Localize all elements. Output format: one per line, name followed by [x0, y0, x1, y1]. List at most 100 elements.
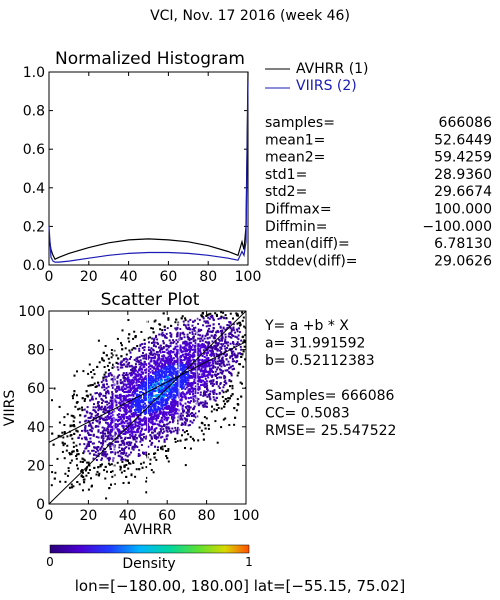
scatter-point — [167, 346, 170, 349]
scatter-point — [171, 421, 174, 424]
scatter-point — [187, 376, 190, 378]
scatter-point — [156, 338, 159, 341]
scatter-point — [167, 318, 170, 321]
scatter-point — [176, 360, 179, 363]
scatter-point — [168, 374, 171, 376]
scatter-point — [219, 383, 222, 386]
scatter-point — [165, 336, 168, 339]
scatter-point — [167, 355, 170, 358]
scatter-point — [108, 459, 110, 462]
scatter-point — [66, 413, 69, 416]
scatter-point — [183, 385, 186, 388]
scatter-point — [186, 405, 189, 408]
scatter-point — [127, 406, 130, 409]
scatter-point — [233, 367, 235, 370]
legend-label-viirs: VIIRS (2) — [296, 78, 357, 94]
scatter-point — [189, 376, 192, 379]
scatter-point — [141, 424, 143, 427]
scatter-point — [151, 380, 154, 383]
scatter-point — [233, 360, 236, 363]
scatter-point — [157, 379, 160, 382]
scatter-point — [214, 399, 217, 402]
scatter-point — [221, 329, 224, 332]
scatter-point — [155, 363, 158, 365]
scatter-point — [152, 383, 155, 386]
scatter-point — [161, 406, 164, 409]
scatter-point — [220, 369, 223, 372]
scatter-point — [159, 430, 162, 433]
scatter-point — [147, 373, 150, 375]
scatter-point — [187, 352, 190, 355]
scatter-point — [190, 370, 193, 373]
scatter-point — [105, 391, 108, 394]
scatter-point — [129, 373, 132, 376]
scatter-point — [104, 477, 107, 480]
scatter-point — [142, 385, 145, 388]
scatter-point — [120, 406, 123, 409]
scatter-point — [99, 447, 102, 450]
scatter-point — [132, 437, 135, 440]
scatter-point — [175, 318, 178, 321]
scatter-point — [59, 480, 62, 483]
scatter-point — [200, 421, 203, 424]
scatter-point — [153, 411, 156, 414]
scatter-point — [228, 332, 231, 335]
scatter-point — [215, 383, 218, 386]
scatter-point — [104, 450, 107, 453]
scatter-point — [127, 403, 130, 406]
scatter-point — [139, 431, 142, 434]
scatter-point — [119, 455, 122, 458]
scatter-point — [96, 470, 99, 473]
scatter-point — [100, 417, 103, 420]
scatter-point — [103, 469, 106, 472]
scatter-point — [132, 379, 135, 382]
scatter-point — [230, 336, 233, 339]
scatter-point — [221, 335, 224, 338]
scatter-point — [88, 421, 91, 424]
scatter-point — [106, 453, 109, 456]
scatter-point — [188, 424, 191, 426]
scatter-point — [214, 334, 217, 337]
scatter-point — [137, 398, 140, 401]
scatter-point — [226, 346, 228, 349]
scatter-point — [105, 375, 108, 378]
scatter-point — [156, 359, 159, 362]
scatter-point — [139, 366, 142, 368]
scatter-point — [149, 336, 152, 339]
scatter-point — [88, 424, 91, 427]
scatter-point — [220, 346, 223, 349]
scatter-point — [163, 399, 165, 402]
scatter-point — [118, 443, 121, 446]
scatter-point — [160, 369, 163, 372]
scatter-point — [134, 347, 137, 350]
scatter-point — [136, 421, 139, 424]
scatter-point — [105, 354, 108, 357]
scatter-point — [184, 319, 187, 322]
scatter-point — [188, 383, 191, 386]
scatter-point — [167, 382, 170, 385]
scatter-point — [165, 404, 168, 407]
scatter-point — [170, 394, 173, 397]
scatter-point — [137, 400, 140, 403]
scatter-point — [150, 393, 153, 396]
scatter-point — [184, 344, 187, 347]
scatter-point — [140, 430, 143, 433]
scatter-point — [164, 386, 167, 389]
scatter-point — [155, 436, 158, 438]
scatter-point — [181, 350, 183, 353]
scatter-point — [211, 405, 213, 408]
scatter-point — [234, 335, 237, 338]
scatter-point — [132, 394, 135, 397]
scatter-point — [130, 434, 133, 437]
scatter-point — [203, 403, 206, 406]
scatter-point — [106, 383, 108, 386]
histogram-frame — [48, 71, 249, 266]
scatter-point — [177, 392, 180, 395]
scatter-point — [63, 416, 66, 419]
scatter-point — [107, 434, 110, 437]
scatter-point — [82, 458, 85, 461]
scatter-point — [222, 343, 225, 346]
scatter-point — [185, 340, 188, 343]
stat-value: 28.9360 — [434, 167, 492, 183]
scatter-point — [150, 359, 153, 362]
